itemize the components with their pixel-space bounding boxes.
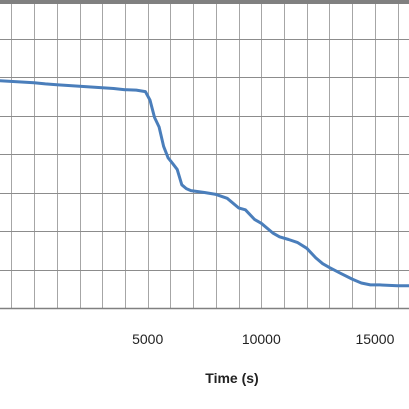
top-border (0, 0, 409, 4)
x-axis-title: Time (s) (205, 370, 258, 386)
series (0, 79, 409, 288)
x-tick-label: 5000 (132, 331, 163, 347)
x-tick-label: 15000 (355, 331, 394, 347)
x-tick-labels: 5000 10000 15000 (132, 331, 394, 347)
series-line (0, 79, 409, 288)
grid (0, 0, 409, 308)
plot-frame (0, 0, 409, 310)
x-tick-label: 10000 (242, 331, 281, 347)
